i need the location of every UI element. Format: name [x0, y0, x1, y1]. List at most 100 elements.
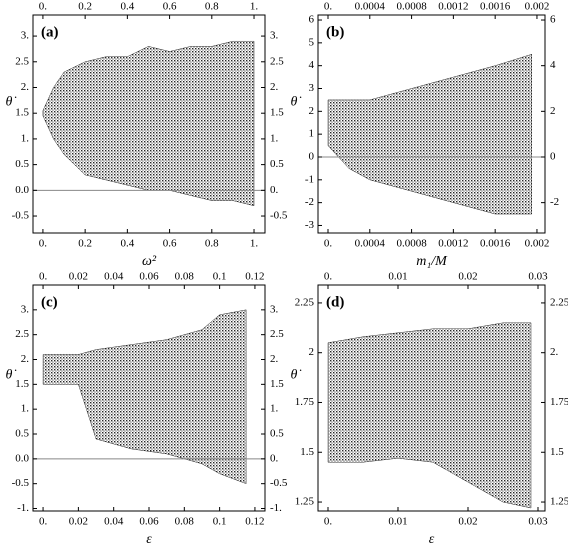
y2-tick-label: 3. [270, 303, 279, 315]
x-axis-label: ω² [142, 254, 157, 269]
y-axis-label: θ̇ [6, 94, 17, 109]
y2-tick-label: -0.5 [270, 210, 288, 222]
y2-tick-label: 2.5 [270, 55, 284, 67]
y-tick-label: 1.25 [295, 496, 315, 508]
y-tick-label: 0.0 [15, 184, 29, 196]
y2-tick-label: 0 [550, 151, 556, 163]
x2-tick-label: 0.0008 [396, 1, 427, 13]
x2-tick-label: 0.4 [120, 1, 134, 13]
x-tick-label: 0. [39, 516, 48, 528]
y-tick-label: 2 [309, 105, 315, 117]
panel: 0. 0.02 0.04 0.06 0.08 0.1 0.12 0. 0.02 0.04 0.06 0… [6, 271, 288, 544]
x-tick-label: 0.6 [163, 238, 177, 250]
x-tick-label: 0.08 [175, 516, 195, 528]
x-tick-label: 0.8 [205, 238, 219, 250]
y-tick-label: 0 [309, 151, 315, 163]
y-tick-label: 2.25 [295, 296, 315, 308]
y2-tick-label: 1. [270, 403, 279, 415]
y2-tick-label: 1.5 [270, 107, 284, 119]
y2-tick-label: 0.5 [270, 428, 284, 440]
y2-tick-label: 1.25 [550, 496, 568, 508]
y-tick-label: 1.5 [300, 446, 314, 458]
x2-tick-label: 0.02 [69, 271, 88, 283]
x-tick-label: 0. [324, 516, 333, 528]
y2-tick-label: 1.75 [550, 396, 568, 408]
panel: 0. 0.2 0.4 0.6 0.8 1. 0. 0.2 0.4 0.6 0.8 1. -0.5 0.0 0… [6, 1, 288, 270]
y2-tick-label: -1. [270, 502, 282, 514]
x2-tick-label: 0.0016 [480, 1, 511, 13]
x-tick-label: 0.0012 [438, 238, 468, 250]
x2-tick-label: 0.0004 [355, 1, 386, 13]
panel-label: (b) [326, 24, 344, 40]
x2-tick-label: 0.04 [104, 271, 124, 283]
panel-label: (a) [41, 24, 59, 40]
x2-tick-label: 0.03 [528, 271, 548, 283]
x-tick-label: 0.002 [525, 238, 550, 250]
y-tick-label: 3 [309, 82, 315, 94]
x-tick-label: 0.2 [78, 238, 92, 250]
x2-tick-label: 0.2 [78, 1, 92, 13]
y-tick-label: 6 [309, 14, 315, 26]
x-axis-label: ε [429, 532, 435, 544]
x-tick-label: 0.02 [69, 516, 88, 528]
x-tick-label: 0.04 [104, 516, 124, 528]
y-tick-label: -1 [305, 173, 314, 185]
x-tick-label: 0.01 [388, 516, 407, 528]
y-tick-label: 1.5 [15, 378, 29, 390]
y2-tick-label: 0.5 [270, 158, 284, 170]
plot-frame [317, 14, 546, 234]
y-tick-label: -0.5 [12, 477, 30, 489]
y-tick-label: 3. [21, 30, 30, 42]
x-axis-label: m₁/M [416, 254, 448, 269]
y-tick-label: 1 [309, 128, 315, 140]
y-tick-label: 2.5 [15, 55, 29, 67]
x2-tick-label: 0. [324, 271, 333, 283]
y-tick-label: 4 [309, 59, 315, 71]
x-tick-label: 0.03 [528, 516, 548, 528]
y2-tick-label: 2. [270, 353, 279, 365]
x-tick-label: 0.0008 [396, 238, 427, 250]
y2-tick-label: 6 [550, 14, 556, 26]
x2-tick-label: 0. [39, 271, 48, 283]
y-axis-label: θ̇ [291, 368, 302, 383]
y2-tick-label: 0. [270, 452, 279, 464]
y2-tick-label: 2. [270, 81, 279, 93]
x2-tick-label: 0. [324, 1, 333, 13]
y-tick-label: 2.5 [15, 328, 29, 340]
x-tick-label: 0.02 [458, 516, 477, 528]
x2-tick-label: 0.1 [213, 271, 227, 283]
y-tick-label: 2. [21, 353, 30, 365]
point-cloud [42, 41, 255, 207]
y2-tick-label: 1.5 [270, 378, 284, 390]
x2-tick-label: 0.6 [163, 1, 177, 13]
panel-label: (c) [41, 294, 58, 310]
x2-tick-label: 0.12 [245, 271, 264, 283]
y-tick-label: 0.5 [15, 428, 29, 440]
point-cloud [327, 322, 532, 509]
x-tick-label: 1. [250, 238, 259, 250]
y-tick-label: -3 [305, 219, 315, 231]
x2-tick-label: 0.08 [175, 271, 195, 283]
y2-tick-label: 2.25 [550, 296, 568, 308]
plot-frame [32, 14, 266, 234]
x2-tick-label: 1. [250, 1, 259, 13]
panel: 0. 0.01 0.02 0.030. 0.01 0.02 0.031.251.51.752… [291, 271, 568, 544]
y-tick-label: 3. [21, 303, 30, 315]
x2-tick-label: 0.8 [205, 1, 219, 13]
plot-frame [317, 284, 546, 512]
y2-tick-label: 4 [550, 59, 556, 71]
y2-tick-label: -0.5 [270, 477, 288, 489]
y-tick-label: -0.5 [12, 210, 30, 222]
point-cloud [327, 53, 532, 215]
y2-tick-label: 1. [270, 132, 279, 144]
y2-tick-label: 2.5 [270, 328, 284, 340]
x-tick-label: 0. [324, 238, 333, 250]
x2-tick-label: 0.06 [139, 271, 159, 283]
x2-tick-label: 0. [39, 1, 48, 13]
x2-tick-label: 0.02 [458, 271, 477, 283]
y2-tick-label: 0. [270, 184, 279, 196]
x2-tick-label: 0.01 [388, 271, 407, 283]
y2-tick-label: 3. [270, 30, 279, 42]
